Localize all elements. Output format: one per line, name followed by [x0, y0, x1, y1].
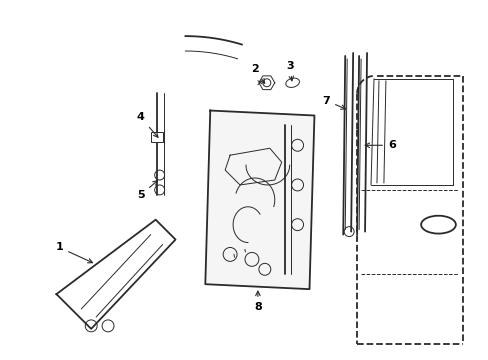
Polygon shape [205, 111, 314, 289]
Text: 5: 5 [137, 181, 157, 200]
Ellipse shape [285, 78, 299, 87]
Text: 8: 8 [253, 291, 261, 312]
Text: 2: 2 [250, 64, 264, 84]
Ellipse shape [420, 216, 455, 234]
Text: 6: 6 [365, 140, 395, 150]
Text: 1: 1 [56, 243, 92, 263]
Text: 4: 4 [137, 112, 158, 137]
Text: 3: 3 [285, 61, 293, 81]
Text: 7: 7 [322, 96, 345, 109]
Bar [150, 132, 163, 142]
